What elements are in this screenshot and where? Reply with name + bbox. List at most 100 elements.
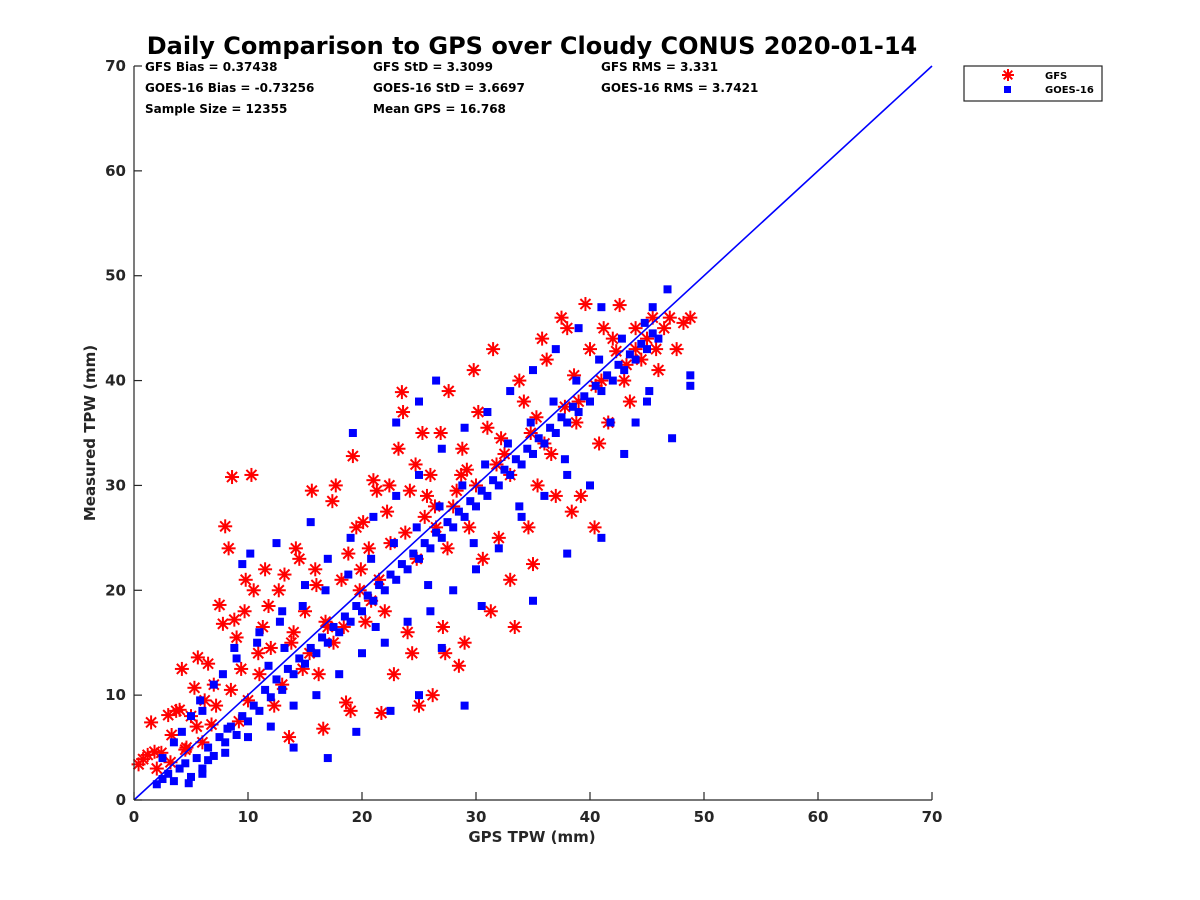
goes16-point [169, 738, 178, 747]
legend-gfs-label: GFS [1045, 71, 1067, 82]
gfs-point [512, 373, 527, 388]
goes16-point [574, 408, 583, 417]
gfs-point [419, 488, 434, 503]
gfs-point [149, 761, 164, 776]
goes16-point [643, 345, 651, 354]
goes16-point [608, 376, 617, 385]
gfs-point [592, 436, 607, 451]
goes16-point [255, 628, 264, 637]
goes16-point [640, 318, 649, 327]
stat-text: Sample Size = 12355 [145, 102, 287, 116]
gfs-point [471, 405, 486, 420]
goes16-point [392, 575, 401, 584]
goes16-point [352, 727, 361, 736]
x-tick-label: 20 [352, 808, 373, 826]
stat-text: GOES-16 StD = 3.6697 [373, 81, 525, 95]
goes16-point [344, 570, 353, 579]
gfs-point [328, 478, 343, 493]
goes16-point [648, 329, 657, 338]
statistics-box: GFS Bias = 0.37438 GFS StD = 3.3099 GFS RM… [145, 60, 758, 116]
goes16-point [472, 502, 480, 511]
legend: GFS GOES-16 [963, 65, 1103, 102]
goes16-point [264, 661, 273, 670]
goes16-point [358, 607, 366, 616]
goes16-point [415, 470, 423, 479]
gfs-point [539, 352, 554, 367]
goes16-point [230, 643, 239, 652]
goes16-point [529, 596, 537, 605]
x-tick-label: 50 [694, 808, 715, 826]
goes16-point [266, 693, 275, 702]
gfs-point [583, 342, 597, 357]
legend-entry-gfs: GFS [1002, 69, 1067, 82]
goes16-point [534, 434, 543, 443]
goes16-point [306, 643, 315, 652]
gfs-point [318, 614, 333, 629]
goes16-point [557, 413, 566, 422]
gfs-point [662, 310, 677, 325]
gfs-point [238, 572, 253, 587]
goes16-point [449, 523, 458, 532]
goes16-point [289, 670, 298, 679]
goes16-point [298, 602, 307, 611]
gfs-point [277, 567, 292, 582]
gfs-point [408, 457, 423, 472]
gfs-point [612, 298, 627, 313]
x-tick-label: 60 [808, 808, 829, 826]
y-tick-label: 30 [105, 476, 126, 494]
gfs-point [286, 625, 301, 640]
goes16-point [603, 371, 612, 380]
gfs-point [398, 525, 413, 540]
goes16-point [643, 397, 651, 406]
goes16-point [529, 366, 537, 375]
goes16-point [614, 360, 623, 369]
gfs-point [569, 415, 584, 430]
gfs-point [425, 688, 440, 703]
gfs-point [174, 661, 189, 676]
goes16-point [335, 670, 344, 679]
goes16-point [620, 449, 629, 458]
goes16-point [375, 581, 384, 590]
goes16-point [346, 617, 355, 626]
goes16-point [403, 617, 412, 626]
gfs-point [144, 715, 159, 730]
goes16-point [278, 685, 287, 694]
gfs-point [190, 650, 205, 665]
gfs-point [325, 494, 340, 509]
gfs-point [316, 721, 331, 736]
goes16-point [249, 701, 258, 710]
gfs-point [628, 321, 643, 336]
goes16-point [177, 727, 186, 736]
gfs-point [282, 730, 297, 745]
goes16-point [192, 754, 201, 763]
gfs-point [523, 426, 538, 440]
goes16-point [477, 486, 486, 495]
gfs-point [417, 509, 432, 524]
goes16-point [323, 554, 332, 563]
gfs-point [483, 604, 498, 619]
gfs-point [530, 478, 545, 493]
series-gfs [131, 297, 698, 776]
gfs-point [234, 661, 249, 676]
goes16-point [346, 533, 355, 542]
gfs-point [394, 385, 409, 400]
goes16-point [515, 502, 524, 511]
gfs-point [433, 426, 448, 440]
y-axis-ticks: 0 10 20 30 40 50 60 70 [105, 57, 142, 809]
legend-gfs-marker [1002, 69, 1014, 81]
gfs-point [356, 515, 371, 530]
goes16-point [204, 756, 213, 765]
goes16-point [637, 339, 646, 348]
goes16-point [523, 444, 532, 453]
goes16-point [215, 733, 224, 742]
goes16-point [152, 780, 161, 789]
goes16-point [392, 418, 401, 427]
gfs-point [657, 321, 672, 336]
goes16-point [449, 586, 458, 595]
goes16-point [301, 659, 309, 668]
plot-area [131, 65, 933, 801]
gfs-point [361, 541, 376, 556]
gfs-point [225, 470, 240, 485]
stat-text: GFS StD = 3.3099 [373, 60, 493, 74]
